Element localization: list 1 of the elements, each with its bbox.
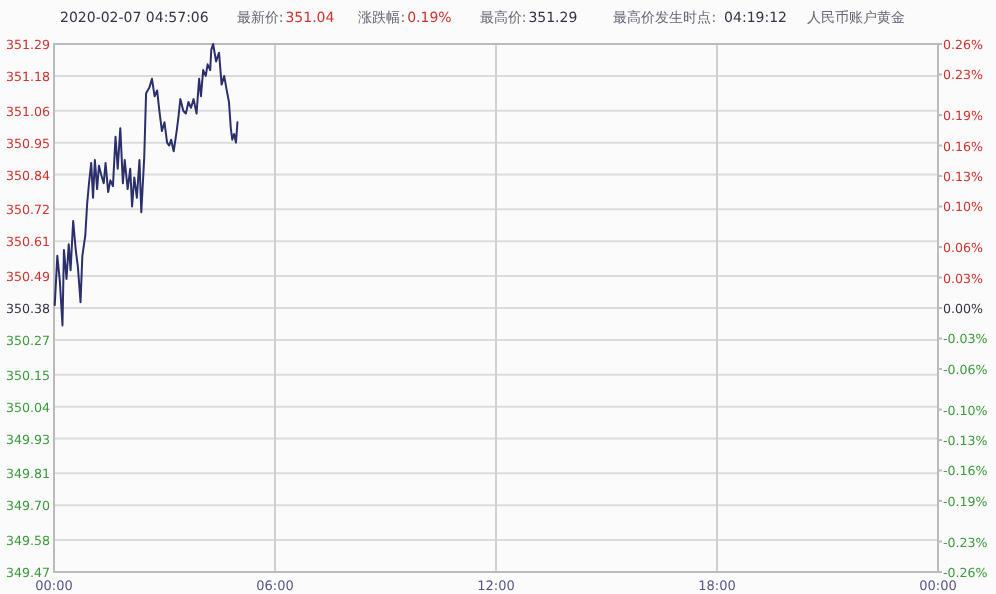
line-series xyxy=(53,43,239,327)
